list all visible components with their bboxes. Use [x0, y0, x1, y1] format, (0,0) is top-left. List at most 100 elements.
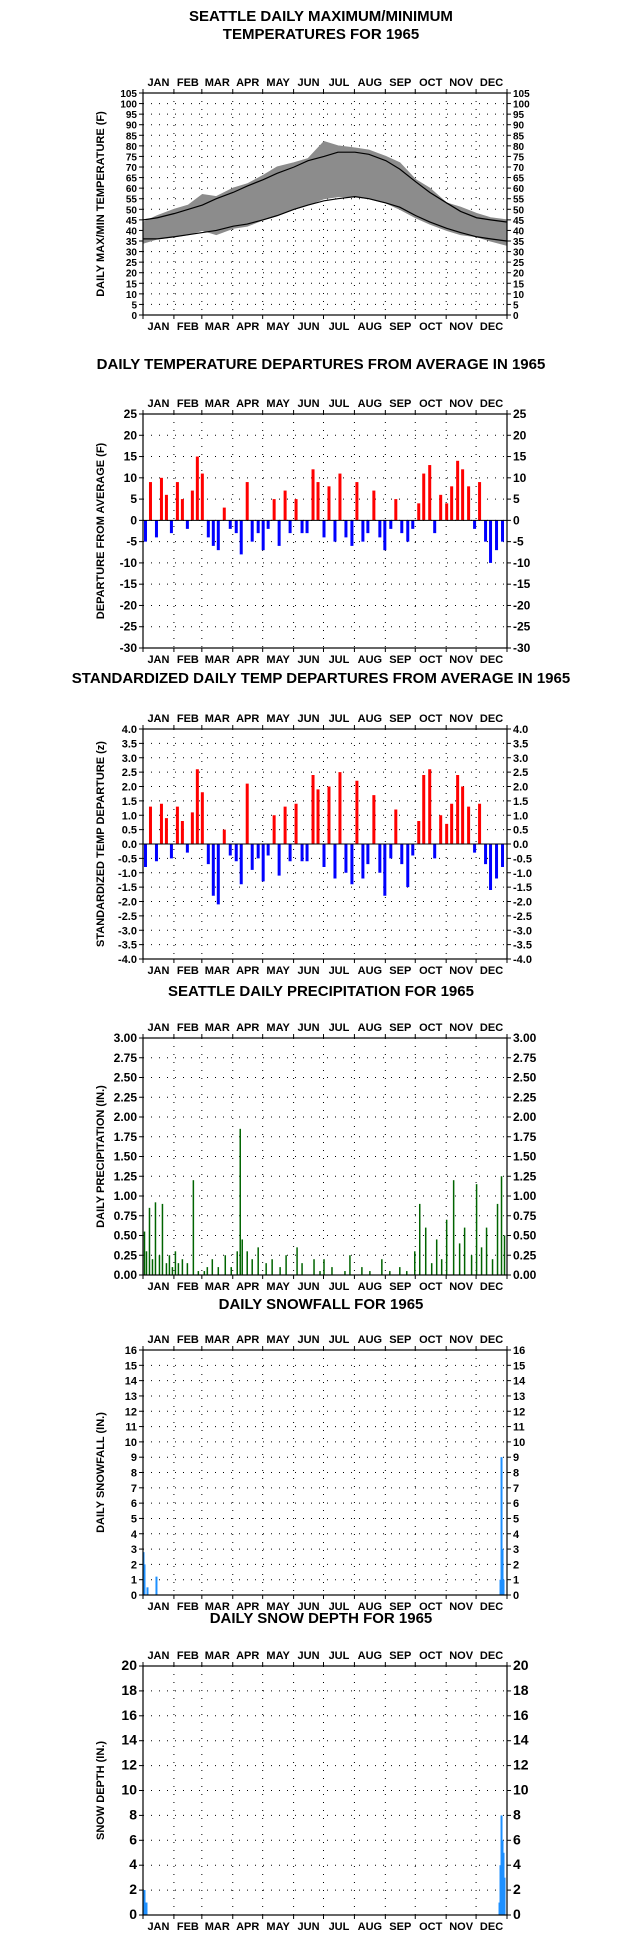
- ytick-label-right: -4.0: [513, 954, 532, 966]
- data-bar: [230, 1267, 233, 1275]
- data-bar: [143, 1564, 146, 1595]
- month-label-top: MAR: [205, 398, 230, 410]
- data-bar: [361, 1267, 363, 1275]
- ytick-label-left: -3.0: [118, 925, 137, 937]
- data-bar: [241, 1239, 243, 1275]
- data-bar: [478, 482, 482, 521]
- data-bar: [272, 815, 276, 844]
- data-bar: [344, 844, 348, 873]
- data-bar: [251, 1259, 253, 1275]
- ytick-label-right: 100: [513, 100, 530, 111]
- ytick-label-right: 90: [513, 121, 525, 132]
- ytick-label-left: 0.0: [122, 839, 137, 851]
- ytick-label-left: 8: [129, 1806, 137, 1822]
- data-bar: [305, 520, 309, 534]
- ytick-label-right: 2.5: [513, 767, 528, 779]
- month-label-bottom: NOV: [449, 1281, 474, 1293]
- data-bar: [158, 1255, 161, 1275]
- ytick-label-right: -25: [513, 620, 531, 634]
- month-label-bottom: FEB: [177, 321, 199, 333]
- data-bar: [245, 482, 249, 521]
- month-label-bottom: JUL: [329, 321, 350, 333]
- data-bar: [245, 783, 249, 844]
- ytick-label-right: 85: [513, 131, 525, 142]
- data-bar: [500, 1176, 503, 1275]
- ytick-label-left: 18: [121, 1682, 137, 1698]
- data-bar: [372, 490, 376, 521]
- ytick-label-left: 5: [130, 492, 137, 506]
- month-label-top: DEC: [480, 398, 503, 410]
- standardized-chart: -4.0 -4.0 -3.5 -3.5 -3.0 -3.0 -2.5 -2.5 -2.0 -2.0…: [95, 713, 532, 977]
- month-label-top: FEB: [177, 398, 199, 410]
- ytick-label-left: 3.0: [122, 753, 137, 765]
- ytick-label-left: 12: [121, 1757, 137, 1773]
- ytick-label-right: -5: [513, 535, 524, 549]
- month-label-bottom: MAY: [266, 965, 290, 977]
- data-bar: [378, 844, 382, 873]
- ytick-label-right: 2.50: [513, 1071, 537, 1085]
- ytick-label-left: 5: [131, 300, 137, 311]
- data-bar: [491, 1259, 494, 1275]
- data-bar: [203, 1271, 206, 1275]
- ytick-label-right: 0.0: [513, 839, 528, 851]
- data-bar: [445, 1219, 448, 1275]
- data-bar: [206, 520, 210, 538]
- ytick-label-left: -4.0: [118, 954, 137, 966]
- data-bar: [327, 486, 331, 521]
- month-label-bottom: DEC: [480, 1281, 503, 1293]
- chart-title-departures: DAILY TEMPERATURE DEPARTURES FROM AVERAG…: [96, 356, 546, 373]
- month-label-bottom: MAY: [266, 1281, 290, 1293]
- ytick-label-left: 55: [126, 195, 138, 206]
- normal-high-line: [143, 151, 507, 223]
- ytick-label-left: 85: [126, 131, 138, 142]
- month-label-top: SEP: [389, 713, 411, 725]
- month-label-top: OCT: [419, 713, 443, 725]
- ytick-label-left: -30: [120, 641, 138, 655]
- plot-border: [142, 92, 508, 316]
- month-label-top: JUN: [298, 77, 320, 89]
- data-bar: [195, 456, 199, 521]
- data-bar: [369, 1271, 371, 1275]
- ytick-label-left: 100: [120, 100, 137, 111]
- ytick-label-right: 65: [513, 174, 525, 185]
- data-bar: [250, 844, 254, 870]
- data-bar: [288, 520, 292, 534]
- data-bar: [301, 1263, 303, 1275]
- data-bar: [478, 803, 482, 844]
- data-bar: [338, 473, 342, 521]
- data-bar: [501, 1549, 504, 1595]
- month-label-top: JUN: [298, 1022, 320, 1034]
- data-bar: [473, 844, 477, 853]
- ytick-label-left: 0.5: [122, 825, 137, 837]
- ytick-label-left: 20: [121, 1657, 137, 1673]
- data-bar: [300, 520, 304, 534]
- data-bar: [143, 520, 147, 542]
- data-bar: [366, 520, 370, 534]
- ytick-label-right: 15: [513, 450, 527, 464]
- chart-title-snowfall: DAILY SNOWFALL FOR 1965: [218, 1296, 424, 1313]
- data-bar: [305, 844, 309, 862]
- data-bar: [145, 1251, 148, 1275]
- data-bar: [197, 1271, 200, 1275]
- data-bar: [485, 1227, 488, 1275]
- data-bar: [406, 520, 410, 542]
- data-bar: [294, 803, 298, 844]
- month-label-bottom: APR: [236, 321, 259, 333]
- data-bar: [480, 1247, 483, 1275]
- month-label-top: JAN: [147, 1650, 169, 1662]
- ytick-label-left: 1: [131, 1575, 137, 1587]
- month-label-bottom: DEC: [480, 965, 503, 977]
- ytick-label-right: 55: [513, 195, 525, 206]
- ytick-label-right: 25: [513, 258, 525, 269]
- month-label-bottom: AUG: [358, 321, 382, 333]
- data-bar: [279, 1267, 281, 1275]
- ytick-label-right: 60: [513, 184, 525, 195]
- ytick-label-right: -1.5: [513, 882, 532, 894]
- month-label-top: MAR: [205, 77, 230, 89]
- ytick-label-left: 9: [131, 1452, 137, 1464]
- data-bar: [417, 503, 421, 521]
- data-bar: [456, 460, 460, 521]
- data-bar: [186, 1263, 189, 1275]
- ytick-label-left: 1.00: [114, 1189, 138, 1203]
